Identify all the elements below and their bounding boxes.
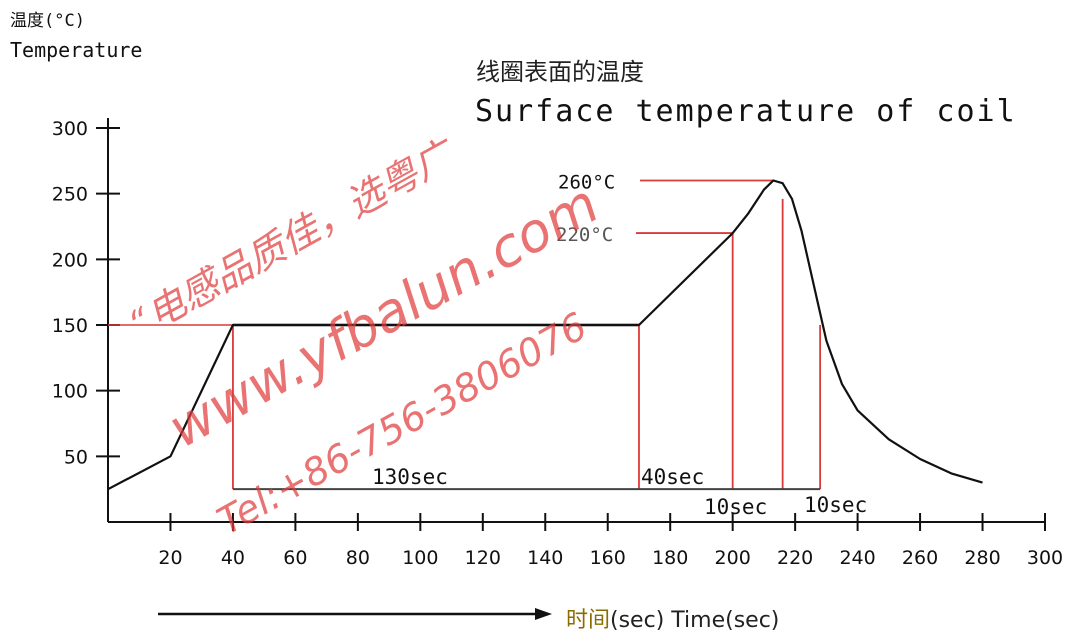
x-tick-label: 160 xyxy=(590,547,626,569)
x-tick-label: 140 xyxy=(527,547,563,569)
annotation-10sec-b: 10sec xyxy=(804,493,867,517)
y-tick-label: 100 xyxy=(52,381,88,403)
x-tick-label: 180 xyxy=(652,547,688,569)
x-tick-label: 200 xyxy=(715,547,751,569)
y-tick-label: 200 xyxy=(52,249,88,271)
y-axis-label-cn: 温度(°C) xyxy=(10,11,85,31)
x-axis-label: 时间(sec) Time(sec) xyxy=(566,602,779,634)
x-tick-label: 40 xyxy=(221,547,245,569)
y-tick-label: 150 xyxy=(52,315,88,337)
x-tick-label: 60 xyxy=(283,547,307,569)
x-tick-label: 80 xyxy=(346,547,370,569)
x-tick-label: 300 xyxy=(1027,547,1063,569)
time-arrow-head xyxy=(535,608,552,620)
annotation-260c: 260°C xyxy=(558,172,615,194)
x-tick-label: 280 xyxy=(964,547,1000,569)
y-tick-label: 250 xyxy=(52,184,88,206)
annotation-10sec-a: 10sec xyxy=(704,495,767,519)
annotation-130sec: 130sec xyxy=(372,465,448,489)
x-tick-label: 240 xyxy=(839,547,875,569)
chart-title: Surface temperature of coil xyxy=(475,94,1017,129)
x-axis-label-cn: 时间 xyxy=(566,608,611,633)
y-axis-label: Temperature xyxy=(10,38,143,62)
x-tick-label: 20 xyxy=(158,547,182,569)
x-tick-label: 220 xyxy=(777,547,813,569)
y-tick-label: 50 xyxy=(64,446,88,468)
x-tick-label: 260 xyxy=(902,547,938,569)
x-axis-label-en: (sec) Time(sec) xyxy=(610,608,780,633)
annotation-40sec: 40sec xyxy=(641,465,704,489)
x-tick-label: 100 xyxy=(402,547,438,569)
x-tick-label: 120 xyxy=(465,547,501,569)
chart-title-cn: 线圈表面的温度 xyxy=(476,58,644,86)
annotation-220c: 220°C xyxy=(556,224,613,246)
temperature-curve xyxy=(107,179,983,491)
y-tick-label: 300 xyxy=(52,118,88,140)
